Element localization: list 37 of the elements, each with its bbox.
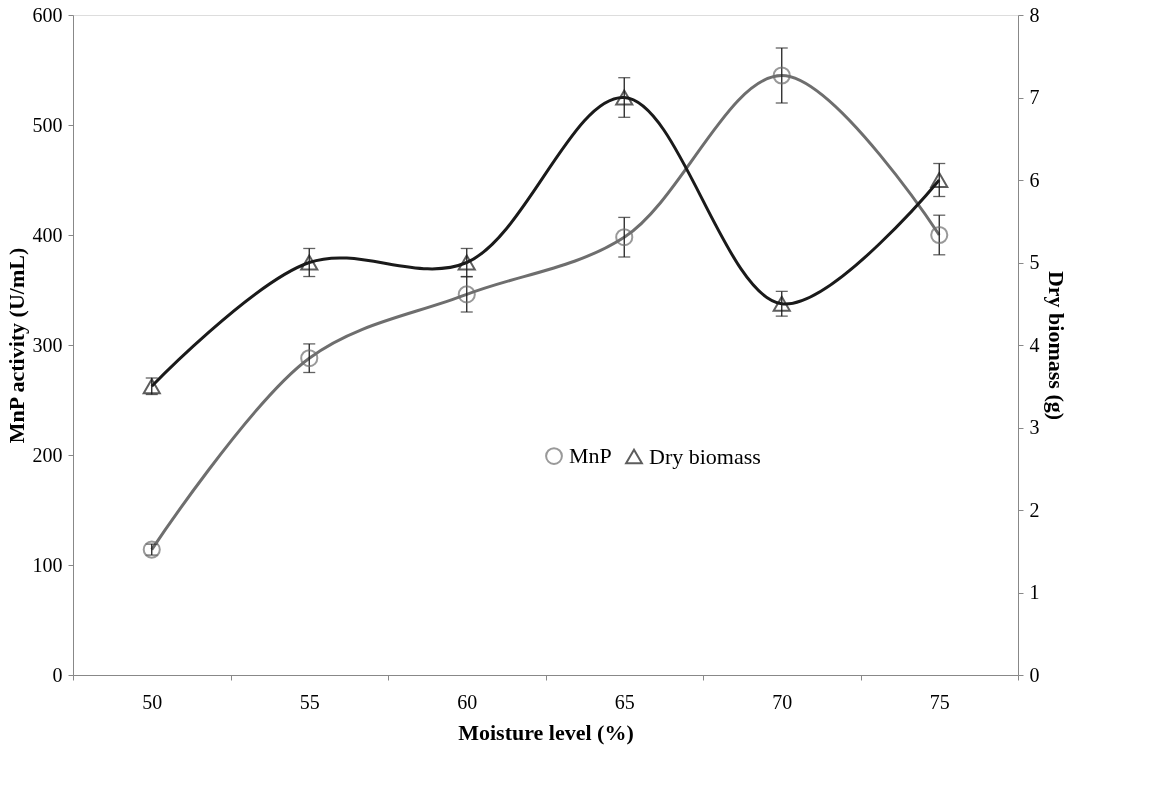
y-tick-label: 600 (32, 3, 63, 26)
point (772, 295, 791, 312)
y-tick-label: 500 (32, 113, 63, 136)
y2-tick-label: 3 (1029, 416, 1040, 438)
x-tick-label: 65 (614, 690, 635, 713)
point (930, 172, 949, 188)
y-tick-label: 300 (32, 333, 63, 356)
point (457, 254, 476, 271)
x-tick-label: 60 (457, 690, 478, 713)
y-tick-label: 200 (32, 443, 63, 466)
y2-tick-label: 2 (1029, 498, 1040, 521)
x-tick-label: 75 (929, 690, 950, 713)
point (300, 349, 319, 368)
y2-tick-label: 1 (1029, 581, 1040, 603)
x-tick-label: 70 (772, 690, 793, 713)
y2-axis-title: Dry biomass (g) (1043, 270, 1069, 421)
x-tick-label: 55 (299, 690, 320, 713)
point (457, 285, 476, 304)
y2-tick-label: 0 (1029, 663, 1040, 686)
y2-tick-label: 7 (1029, 86, 1040, 108)
y-tick-label: 100 (32, 553, 63, 576)
y-tick-label: 400 (32, 223, 63, 246)
point (615, 228, 634, 247)
y2-tick-label: 4 (1029, 333, 1040, 356)
legend-label: MnP (569, 443, 612, 469)
point (930, 225, 949, 245)
y2-tick-label: 6 (1029, 168, 1040, 191)
point (300, 254, 319, 271)
point (772, 66, 791, 85)
legend-label: Dry biomass (649, 443, 761, 469)
y-axis-title: MnP activity (U/mL) (3, 247, 29, 444)
y2-tick-label: 8 (1029, 3, 1040, 26)
x-axis-title: Moisture level (%) (458, 719, 634, 745)
point (615, 89, 634, 106)
y2-tick-label: 5 (1029, 251, 1040, 273)
y-tick-label: 0 (52, 663, 63, 686)
x-tick-label: 50 (142, 690, 163, 713)
